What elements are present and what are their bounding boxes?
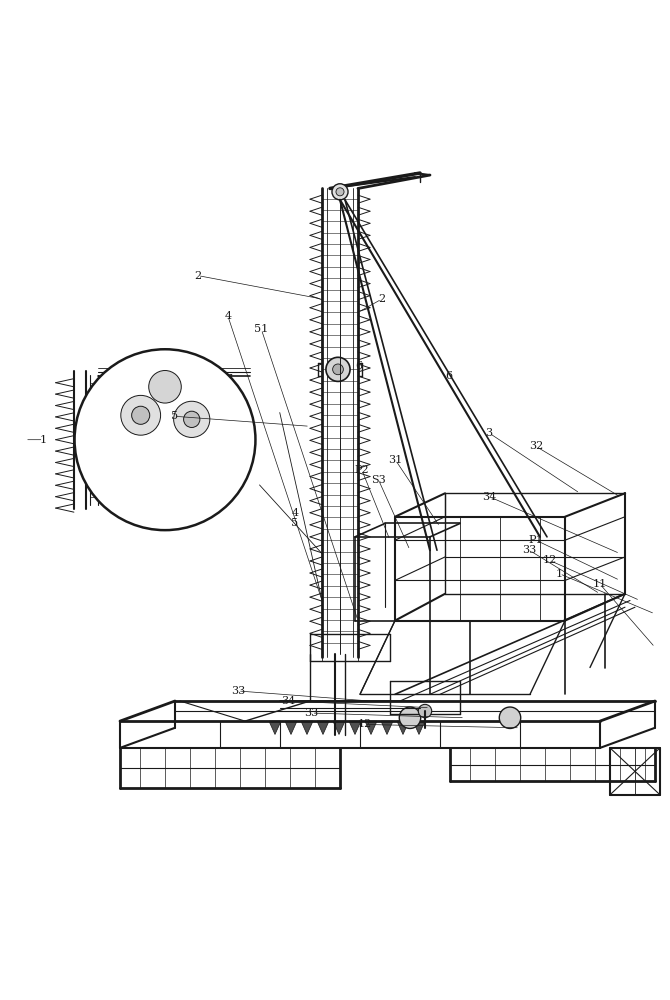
Circle shape (336, 188, 344, 196)
Text: 6: 6 (355, 361, 362, 371)
Text: 2: 2 (379, 294, 385, 304)
Text: 4: 4 (224, 311, 231, 321)
Text: 12: 12 (358, 719, 373, 729)
Circle shape (332, 364, 343, 375)
Polygon shape (301, 721, 313, 734)
Polygon shape (413, 721, 425, 734)
Circle shape (499, 707, 521, 728)
Text: 2: 2 (194, 271, 201, 281)
Polygon shape (333, 721, 345, 734)
Polygon shape (105, 371, 159, 456)
Text: 1: 1 (40, 435, 47, 445)
Text: 33: 33 (304, 708, 319, 718)
Circle shape (149, 371, 182, 403)
Text: 34: 34 (281, 696, 295, 706)
Text: 3: 3 (486, 428, 492, 438)
Polygon shape (365, 721, 377, 734)
Circle shape (131, 406, 149, 424)
Polygon shape (317, 721, 329, 734)
Circle shape (326, 357, 350, 381)
Circle shape (121, 395, 161, 435)
Text: 51: 51 (254, 324, 269, 334)
Polygon shape (381, 721, 393, 734)
Text: 33: 33 (230, 686, 245, 696)
Text: 5: 5 (171, 411, 178, 421)
Text: 6: 6 (446, 371, 452, 381)
Circle shape (418, 704, 431, 718)
Text: S3: S3 (371, 475, 386, 485)
Circle shape (332, 184, 348, 200)
Polygon shape (171, 375, 232, 456)
Text: P2: P2 (354, 465, 369, 475)
Text: 31: 31 (388, 455, 403, 465)
Text: 4: 4 (291, 508, 298, 518)
Polygon shape (349, 721, 361, 734)
Text: 32: 32 (529, 441, 543, 451)
Circle shape (399, 707, 421, 728)
Polygon shape (397, 721, 409, 734)
Text: P1: P1 (529, 535, 543, 545)
Text: 11: 11 (592, 579, 607, 589)
Polygon shape (269, 721, 281, 734)
Circle shape (174, 401, 210, 437)
Text: 34: 34 (482, 492, 496, 502)
Polygon shape (285, 721, 297, 734)
Circle shape (74, 349, 255, 530)
Circle shape (184, 411, 200, 427)
Text: 33: 33 (522, 545, 537, 555)
Text: 12: 12 (542, 555, 557, 565)
Text: 1: 1 (556, 569, 563, 579)
Text: 5: 5 (291, 518, 298, 528)
